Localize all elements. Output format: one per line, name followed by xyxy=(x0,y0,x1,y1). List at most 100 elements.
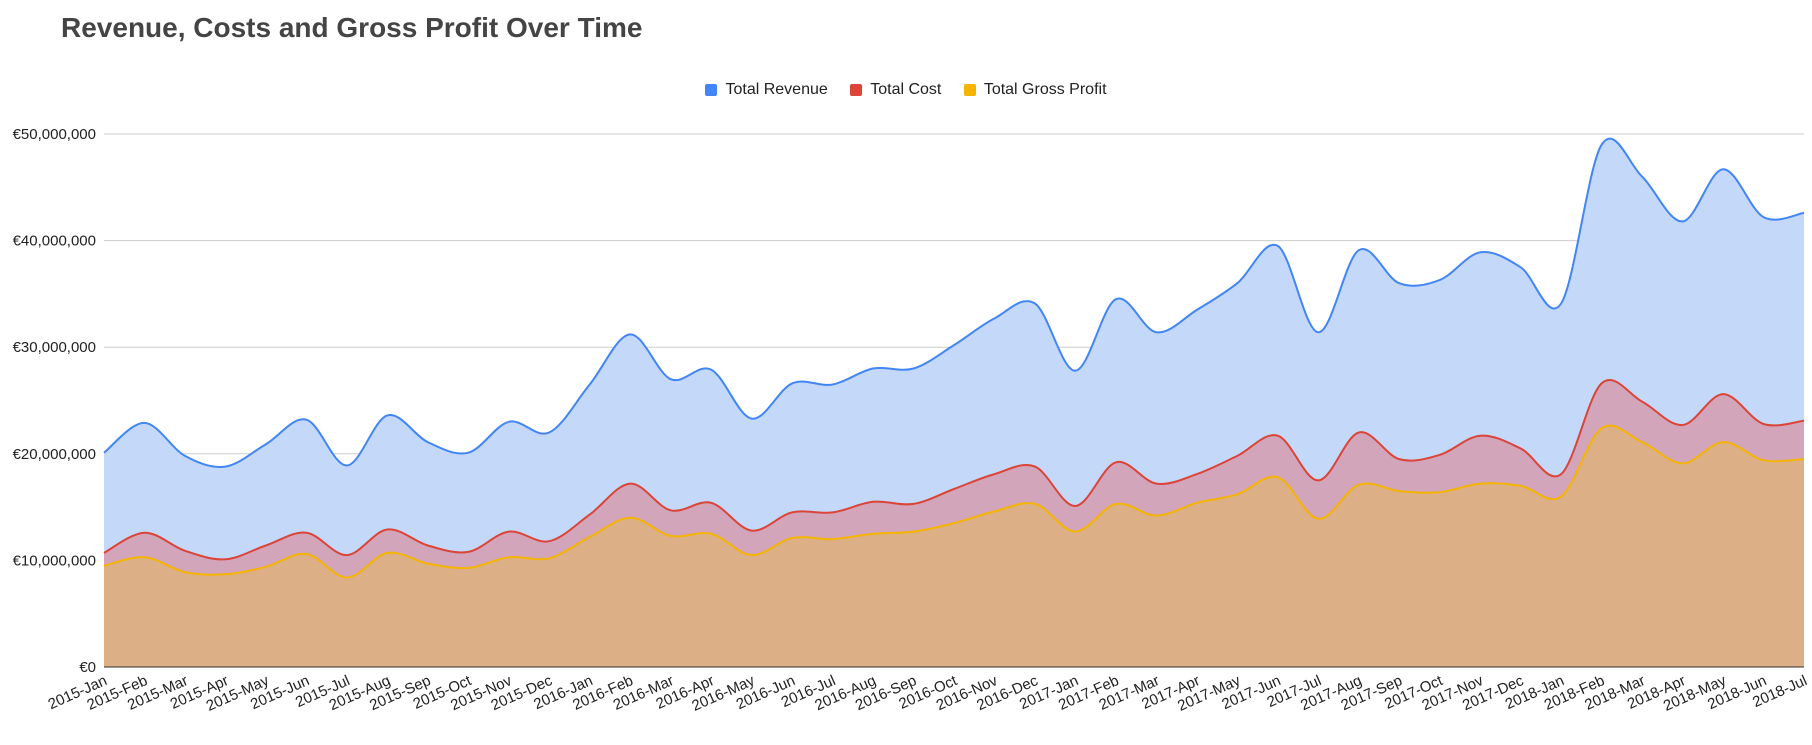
point-cost[interactable] xyxy=(1558,471,1564,477)
point-cost[interactable] xyxy=(668,507,674,513)
point-gross-profit[interactable] xyxy=(789,535,795,541)
point-revenue[interactable] xyxy=(263,441,269,447)
point-revenue[interactable] xyxy=(627,331,633,337)
point-revenue[interactable] xyxy=(749,416,755,422)
point-cost[interactable] xyxy=(263,543,269,549)
point-gross-profit[interactable] xyxy=(992,508,998,514)
point-cost[interactable] xyxy=(992,471,998,477)
point-gross-profit[interactable] xyxy=(1113,501,1119,507)
point-gross-profit[interactable] xyxy=(303,551,309,557)
point-cost[interactable] xyxy=(1275,433,1281,439)
point-cost[interactable] xyxy=(344,552,350,558)
point-cost[interactable] xyxy=(1396,456,1402,462)
point-revenue[interactable] xyxy=(1599,142,1605,148)
point-revenue[interactable] xyxy=(222,464,228,470)
point-cost[interactable] xyxy=(870,499,876,505)
point-gross-profit[interactable] xyxy=(1437,489,1443,495)
point-revenue[interactable] xyxy=(951,342,957,348)
point-cost[interactable] xyxy=(1072,503,1078,509)
point-cost[interactable] xyxy=(951,486,957,492)
point-cost[interactable] xyxy=(708,500,714,506)
line-revenue[interactable] xyxy=(103,137,1805,468)
point-cost[interactable] xyxy=(1680,422,1686,428)
point-revenue[interactable] xyxy=(1396,280,1402,286)
legend-item-cost[interactable]: Total Cost xyxy=(850,81,941,99)
point-cost[interactable] xyxy=(749,528,755,534)
line-gross-profit[interactable] xyxy=(103,424,1805,579)
point-gross-profit[interactable] xyxy=(546,555,552,561)
point-gross-profit[interactable] xyxy=(870,531,876,537)
point-cost[interactable] xyxy=(303,530,309,536)
point-gross-profit[interactable] xyxy=(425,561,431,567)
point-gross-profit[interactable] xyxy=(1518,483,1524,489)
point-revenue[interactable] xyxy=(830,382,836,388)
point-gross-profit[interactable] xyxy=(1761,457,1767,463)
point-revenue[interactable] xyxy=(1437,277,1443,283)
point-revenue[interactable] xyxy=(1194,307,1200,313)
point-revenue[interactable] xyxy=(1720,166,1726,172)
point-revenue[interactable] xyxy=(1639,174,1645,180)
point-revenue[interactable] xyxy=(1518,264,1524,270)
point-gross-profit[interactable] xyxy=(101,563,107,569)
point-gross-profit[interactable] xyxy=(222,571,228,577)
point-revenue[interactable] xyxy=(1761,214,1767,220)
point-gross-profit[interactable] xyxy=(1072,529,1078,535)
point-gross-profit[interactable] xyxy=(1194,500,1200,506)
point-cost[interactable] xyxy=(1356,430,1362,436)
legend-item-gross-profit[interactable]: Total Gross Profit xyxy=(963,81,1107,99)
point-cost[interactable] xyxy=(587,512,593,518)
point-cost[interactable] xyxy=(1153,481,1159,487)
point-revenue[interactable] xyxy=(1234,280,1240,286)
point-gross-profit[interactable] xyxy=(830,536,836,542)
point-gross-profit[interactable] xyxy=(749,552,755,558)
point-gross-profit[interactable] xyxy=(668,533,674,539)
point-revenue[interactable] xyxy=(384,412,390,418)
point-revenue[interactable] xyxy=(1558,301,1564,307)
point-revenue[interactable] xyxy=(1153,329,1159,335)
point-cost[interactable] xyxy=(384,527,390,533)
point-revenue[interactable] xyxy=(142,420,148,426)
point-cost[interactable] xyxy=(546,538,552,544)
point-revenue[interactable] xyxy=(708,367,714,373)
point-gross-profit[interactable] xyxy=(1599,425,1605,431)
point-cost[interactable] xyxy=(1113,459,1119,465)
point-cost[interactable] xyxy=(425,543,431,549)
point-cost[interactable] xyxy=(142,530,148,536)
point-gross-profit[interactable] xyxy=(708,531,714,537)
point-revenue[interactable] xyxy=(344,463,350,469)
point-cost[interactable] xyxy=(1477,433,1483,439)
point-revenue[interactable] xyxy=(425,439,431,445)
point-revenue[interactable] xyxy=(465,450,471,456)
point-gross-profit[interactable] xyxy=(587,534,593,540)
point-gross-profit[interactable] xyxy=(911,529,917,535)
point-cost[interactable] xyxy=(1720,391,1726,397)
point-revenue[interactable] xyxy=(789,380,795,386)
point-revenue[interactable] xyxy=(668,376,674,382)
point-gross-profit[interactable] xyxy=(1801,456,1807,462)
point-revenue[interactable] xyxy=(1315,329,1321,335)
point-cost[interactable] xyxy=(101,550,107,556)
point-cost[interactable] xyxy=(1801,418,1807,424)
point-revenue[interactable] xyxy=(506,419,512,425)
point-revenue[interactable] xyxy=(870,366,876,372)
point-gross-profit[interactable] xyxy=(344,575,350,581)
point-revenue[interactable] xyxy=(1801,210,1807,216)
point-cost[interactable] xyxy=(1518,446,1524,452)
point-revenue[interactable] xyxy=(1275,243,1281,249)
point-cost[interactable] xyxy=(1234,453,1240,459)
legend-item-revenue[interactable]: Total Revenue xyxy=(705,81,828,99)
point-cost[interactable] xyxy=(506,529,512,535)
point-gross-profit[interactable] xyxy=(182,569,188,575)
point-cost[interactable] xyxy=(1761,421,1767,427)
point-cost[interactable] xyxy=(1315,477,1321,483)
point-cost[interactable] xyxy=(1599,380,1605,386)
point-revenue[interactable] xyxy=(101,450,107,456)
point-cost[interactable] xyxy=(1194,471,1200,477)
point-cost[interactable] xyxy=(911,501,917,507)
line-cost[interactable] xyxy=(103,379,1805,561)
point-gross-profit[interactable] xyxy=(1720,439,1726,445)
point-gross-profit[interactable] xyxy=(1315,516,1321,522)
point-revenue[interactable] xyxy=(303,417,309,423)
point-gross-profit[interactable] xyxy=(1680,460,1686,466)
point-gross-profit[interactable] xyxy=(263,564,269,570)
